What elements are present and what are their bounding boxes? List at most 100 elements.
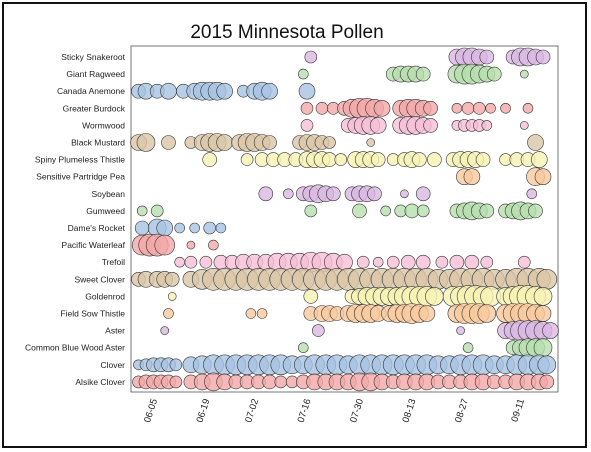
bubble-trefoil-15	[356, 255, 370, 269]
bubble-sticky-snakeroot-10	[535, 49, 551, 65]
bubble-wormwood-16	[519, 121, 529, 130]
x-tick-08-27: 08-27	[453, 398, 471, 425]
bubble-black-mustard-19	[527, 134, 544, 151]
y-label-dame-s-rocket: Dame's Rocket	[68, 223, 126, 233]
bubble-field-sow-thistle-28	[534, 305, 552, 322]
bubble-goldenrod-13	[425, 287, 444, 306]
bubble-trefoil-17	[386, 255, 400, 269]
x-tick-06-19: 06-19	[195, 398, 213, 425]
bubble-spiny-plumeless-thistle-28	[530, 151, 548, 168]
bubble-clover-38	[537, 355, 557, 375]
bubble-field-sow-thistle-1	[245, 308, 257, 319]
bubble-canada-anemone-14	[298, 82, 316, 100]
bubble-black-mustard-1	[136, 133, 156, 152]
bubble-common-blue-wood-aster-1	[462, 342, 474, 354]
bubble-gumweed-17	[528, 203, 543, 219]
bubble-pacific-waterleaf-5	[208, 239, 219, 251]
bubble-dame-s-rocket-2	[156, 219, 173, 237]
bubble-black-mustard-18	[366, 138, 376, 147]
y-label-black-mustard: Black Mustard	[71, 138, 125, 148]
bubble-soybean-10	[367, 186, 382, 202]
bubble-giant-ragweed-5	[415, 66, 431, 82]
bubble-dame-s-rocket-3	[174, 222, 185, 234]
bubble-soybean-1	[282, 188, 294, 200]
y-label-giant-ragweed: Giant Ragweed	[66, 69, 125, 79]
y-label-sticky-snakeroot: Sticky Snakeroot	[61, 52, 125, 62]
bubble-black-mustard-17	[323, 136, 336, 149]
chart-title: 2015 Minnesota Pollen	[190, 22, 383, 43]
bubble-sweet-clover-4	[164, 271, 180, 287]
bubble-trefoil-24	[517, 255, 531, 269]
bubble-spiny-plumeless-thistle-10	[334, 153, 348, 166]
bubble-wormwood-15	[481, 120, 493, 131]
bubble-soybean-13	[526, 188, 538, 200]
bubble-spiny-plumeless-thistle-18	[412, 152, 427, 167]
y-label-field-sow-thistle: Field Sow Thistle	[60, 309, 125, 319]
bubble-trefoil-18	[400, 254, 416, 270]
bubble-wormwood-10	[423, 118, 438, 133]
bubble-gumweed-12	[479, 203, 495, 219]
bubble-greater-burdock-19	[522, 103, 534, 114]
bubble-trefoil-14	[336, 253, 353, 271]
bubble-sticky-snakeroot-5	[479, 49, 495, 65]
bubble-sensitive-partridge-pea-3	[534, 168, 552, 185]
bubble-dame-s-rocket-0	[134, 220, 150, 236]
bubble-gumweed-1	[150, 204, 164, 218]
bubble-canada-anemone-13	[261, 82, 278, 100]
bubble-sweet-clover-37	[536, 268, 558, 290]
bubble-clover-5	[169, 358, 183, 372]
y-label-clover: Clover	[100, 360, 125, 370]
bubble-wormwood-5	[369, 117, 387, 134]
bubble-giant-ragweed-0	[297, 68, 309, 80]
bubble-greater-burdock-16	[472, 102, 486, 115]
bubble-soybean-11	[400, 189, 409, 199]
y-label-sensitive-partridge-pea: Sensitive Partridge Pea	[36, 172, 125, 182]
y-label-wormwood: Wormwood	[82, 120, 125, 130]
bubble-gumweed-3	[352, 203, 367, 219]
bubble-greater-burdock-18	[500, 103, 511, 114]
bubble-greater-burdock-17	[485, 103, 496, 114]
bubble-soybean-12	[415, 186, 431, 202]
bubble-gumweed-2	[304, 204, 318, 218]
bubble-aster-9	[542, 322, 559, 339]
y-label-soybean: Soybean	[91, 189, 125, 199]
bubble-spiny-plumeless-thistle-1	[240, 153, 254, 166]
bubble-goldenrod-1	[303, 289, 319, 304]
bubble-greater-burdock-0	[300, 102, 314, 115]
bubble-trefoil-20	[435, 255, 449, 269]
bubble-dame-s-rocket-6	[215, 222, 227, 234]
bubble-goldenrod-0	[167, 292, 177, 301]
bubble-common-blue-wood-aster-6	[533, 338, 553, 358]
bubble-black-mustard-7	[216, 134, 233, 151]
bubble-common-blue-wood-aster-0	[297, 342, 309, 354]
bubble-gumweed-4	[380, 205, 392, 217]
x-tick-07-30: 07-30	[348, 398, 366, 425]
x-tick-08-13: 08-13	[401, 398, 419, 425]
bubble-field-sow-thistle-22	[477, 304, 497, 323]
y-label-trefoil: Trefoil	[102, 257, 125, 267]
bubble-greater-burdock-13	[423, 101, 438, 116]
bubble-trefoil-1	[184, 255, 198, 269]
x-tick-07-02: 07-02	[243, 398, 261, 425]
bubble-trefoil-2	[199, 255, 213, 269]
bubble-spiny-plumeless-thistle-14	[370, 152, 386, 167]
bubble-aster-1	[311, 324, 325, 337]
y-label-greater-burdock: Greater Burdock	[63, 103, 126, 113]
bubble-greater-burdock-14	[451, 103, 463, 114]
bubble-canada-anemone-3	[160, 82, 177, 100]
y-label-aster: Aster	[105, 326, 125, 336]
data-marks	[130, 47, 559, 392]
bubble-gumweed-0	[136, 205, 148, 217]
bubble-aster-2	[456, 326, 465, 335]
bubble-pacific-waterleaf-4	[186, 240, 196, 250]
bubble-aster-0	[160, 326, 169, 335]
bubble-spiny-plumeless-thistle-9	[322, 152, 337, 167]
y-label-canada-anemone: Canada Anemone	[57, 86, 125, 96]
bubble-goldenrod-25	[533, 287, 553, 306]
y-label-alsike-clover: Alsike Clover	[75, 377, 125, 387]
bubble-black-mustard-12	[262, 135, 277, 150]
bubble-trefoil-16	[372, 256, 384, 268]
y-axis-labels: Sticky Snakeroot Giant Ragweed Canada Anem…	[25, 52, 126, 387]
bubble-greater-burdock-15	[461, 102, 475, 115]
